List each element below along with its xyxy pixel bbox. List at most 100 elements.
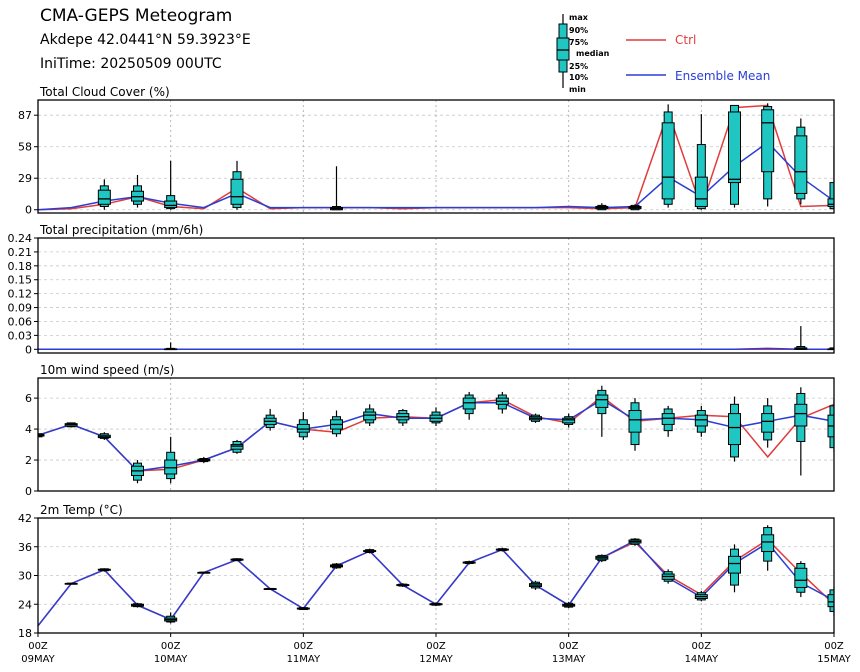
y-tick-label: 24 bbox=[18, 598, 32, 611]
panel-plot-area bbox=[38, 525, 834, 627]
box-whisker bbox=[230, 160, 244, 210]
y-tick-label: 0.18 bbox=[8, 260, 33, 273]
y-tick-label: 0.12 bbox=[8, 288, 33, 301]
box-whisker bbox=[827, 398, 834, 453]
box-whisker bbox=[429, 407, 443, 426]
ensemble-mean-line bbox=[38, 347, 834, 351]
legend-box-label: median bbox=[576, 49, 610, 58]
box-whisker bbox=[38, 433, 45, 438]
box-whisker bbox=[97, 432, 111, 440]
panel-title: 2m Temp (°C) bbox=[40, 503, 123, 517]
init-time: IniTime: 20250509 00UTC bbox=[40, 56, 222, 72]
panel-title: 10m wind speed (m/s) bbox=[40, 363, 174, 377]
x-tick-label-time: 00Z bbox=[28, 641, 48, 652]
box-whisker bbox=[827, 146, 834, 210]
box-whisker bbox=[296, 607, 310, 611]
x-tick-label-date: 14MAY bbox=[685, 654, 719, 665]
box-whisker bbox=[628, 204, 642, 211]
panel-frame bbox=[37, 377, 835, 492]
box-whisker bbox=[562, 601, 576, 609]
box-p25-p75 bbox=[827, 594, 834, 608]
box-whisker bbox=[661, 569, 675, 584]
box-whisker bbox=[794, 387, 808, 476]
box-whisker bbox=[661, 405, 675, 437]
panel-title: Total Cloud Cover (%) bbox=[39, 85, 170, 99]
box-whisker bbox=[529, 413, 542, 423]
box-p25-p75 bbox=[595, 394, 609, 408]
box-whisker bbox=[64, 422, 78, 428]
box-whisker bbox=[197, 571, 211, 574]
box-p25-p75 bbox=[794, 567, 808, 588]
box-whisker bbox=[694, 590, 708, 602]
box-whisker bbox=[363, 548, 377, 554]
box-whisker bbox=[330, 166, 343, 211]
y-tick-label: 36 bbox=[18, 541, 32, 554]
box-whisker bbox=[230, 439, 244, 454]
legend-box-label: 75% bbox=[569, 38, 588, 47]
box-whisker bbox=[330, 410, 343, 437]
box-whisker bbox=[761, 398, 775, 448]
legend-inner-box bbox=[556, 37, 570, 61]
y-tick-label: 6 bbox=[25, 392, 32, 405]
box-whisker bbox=[661, 104, 675, 208]
box-whisker bbox=[164, 160, 178, 210]
y-tick-label: 0 bbox=[25, 204, 32, 217]
box-whisker bbox=[97, 568, 111, 572]
box-p25-p75 bbox=[761, 413, 775, 433]
box-whisker bbox=[197, 456, 211, 464]
y-tick-label: 0 bbox=[25, 343, 32, 356]
y-tick-label: 30 bbox=[18, 570, 32, 583]
legend-box-label: max bbox=[569, 13, 589, 22]
panel-2: Total precipitation (mm/6h) 00.030.060.09… bbox=[8, 223, 835, 356]
box-whisker bbox=[794, 561, 808, 598]
box-whisker bbox=[462, 391, 476, 420]
chart-title: CMA-GEPS Meteogram bbox=[40, 6, 233, 26]
box-whisker bbox=[131, 460, 144, 484]
legend-box-label: 25% bbox=[569, 62, 588, 71]
x-tick-label-date: 10MAY bbox=[154, 654, 188, 665]
x-axis: 00Z 09MAY 00Z 10MAY 00Z 11MAY 00Z 12MAY 00Z 13MAY… bbox=[21, 633, 852, 665]
box-p25-p75 bbox=[761, 534, 775, 553]
x-tick-label-date: 12MAY bbox=[419, 654, 453, 665]
x-tick-label-date: 11MAY bbox=[287, 654, 321, 665]
box-whisker bbox=[827, 587, 834, 617]
box-whisker bbox=[97, 179, 111, 210]
box-whisker bbox=[296, 412, 310, 440]
y-tick-label: 0 bbox=[25, 485, 32, 498]
legend-mean-label: Ensemble Mean bbox=[675, 69, 770, 83]
panel-3: 10m wind speed (m/s) 0 2 4 6 bbox=[25, 363, 835, 498]
x-tick-label-time: 00Z bbox=[824, 641, 844, 652]
box-p25-p75 bbox=[761, 109, 775, 173]
y-tick-label: 4 bbox=[25, 423, 32, 436]
y-tick-label: 2 bbox=[25, 454, 32, 467]
y-tick-label: 29 bbox=[18, 172, 32, 185]
legend-ctrl-label: Ctrl bbox=[675, 33, 696, 47]
panel-frame bbox=[37, 237, 835, 354]
box-whisker bbox=[131, 174, 144, 208]
box-p25-p75 bbox=[794, 403, 808, 427]
y-tick-label: 0.21 bbox=[8, 246, 33, 259]
y-tick-label: 18 bbox=[18, 627, 32, 640]
box-p25-p75 bbox=[230, 444, 244, 450]
panel-plot-area bbox=[38, 326, 834, 351]
box-p25-p75 bbox=[164, 459, 178, 475]
box-p25-p75 bbox=[694, 414, 708, 427]
box-p25-p75 bbox=[728, 111, 741, 184]
box-whisker bbox=[263, 587, 277, 590]
box-whisker bbox=[595, 385, 609, 437]
box-whisker bbox=[728, 104, 741, 208]
box-whisker bbox=[562, 413, 576, 428]
box-p25-p75 bbox=[728, 413, 741, 446]
box-p10-p90 bbox=[829, 182, 834, 210]
x-tick-label-time: 00Z bbox=[161, 641, 181, 652]
box-whisker bbox=[363, 404, 377, 426]
box-whisker bbox=[164, 342, 178, 351]
box-p25-p75 bbox=[363, 411, 377, 421]
box-whisker bbox=[628, 538, 642, 546]
panel-frame bbox=[37, 99, 835, 214]
box-whisker bbox=[64, 582, 78, 585]
box-p10-p90 bbox=[696, 144, 706, 210]
x-tick-label-date: 15MAY bbox=[817, 654, 851, 665]
box-whisker bbox=[429, 602, 443, 607]
